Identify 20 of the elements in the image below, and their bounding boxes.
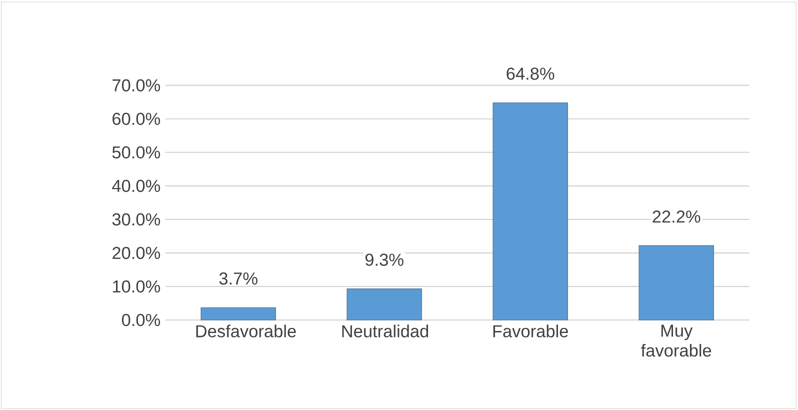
bar — [638, 245, 714, 320]
y-tick-label: 0.0% — [122, 314, 160, 326]
y-tick-label: 10.0% — [112, 280, 160, 293]
data-label: 64.8% — [506, 68, 554, 80]
data-label: 9.3% — [365, 254, 404, 266]
data-label: 22.2% — [652, 210, 700, 223]
y-tick-label: 30.0% — [112, 213, 160, 226]
bar — [200, 307, 276, 320]
y-tick-label: 60.0% — [112, 112, 160, 125]
x-tick-label: Favorable — [493, 324, 568, 338]
x-tick-label: Neutralidad — [342, 324, 428, 338]
y-tick-label: 70.0% — [112, 79, 160, 92]
x-tick-label: Muy favorable — [641, 324, 712, 357]
data-label: 3.7% — [219, 272, 258, 285]
bar — [346, 288, 422, 320]
bar — [492, 102, 568, 320]
x-tick-label: Desfavorable — [196, 324, 296, 338]
y-tick-label: 40.0% — [112, 180, 160, 192]
y-tick-label: 50.0% — [112, 146, 160, 158]
y-tick-label: 20.0% — [112, 246, 160, 260]
